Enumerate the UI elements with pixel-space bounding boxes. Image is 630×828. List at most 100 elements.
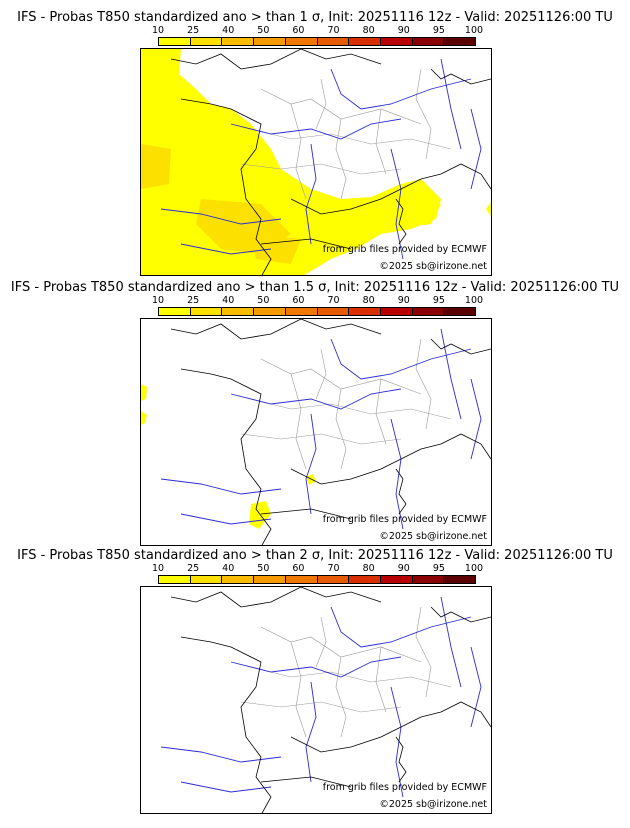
prob-area-low-2 (141, 411, 147, 425)
panel-title: IFS - Probas T850 standardized ano > tha… (10, 280, 620, 295)
colorscale-tick-label: 60 (292, 25, 305, 36)
colorscale-swatch (285, 38, 318, 45)
colorscale-tick-label: 25 (187, 295, 200, 306)
credit-copyright: ©2025 sb@irizone.net (379, 261, 487, 272)
colorscale-swatch (254, 38, 286, 45)
colorscale-tick-label: 95 (432, 563, 445, 574)
rivers (160, 328, 482, 530)
panel-title: IFS - Probas T850 standardized ano > tha… (17, 548, 613, 563)
colorscale-swatch (317, 38, 350, 45)
map-area: from grib files provided by ECMWF ©2025 … (140, 318, 492, 546)
colorscale-swatch (444, 38, 476, 45)
map-area: from grib files provided by ECMWF ©2025 … (140, 48, 492, 276)
coastlines (170, 49, 491, 275)
colorscale-tick-label: 70 (327, 563, 340, 574)
colorscale-swatch (190, 308, 223, 315)
colorscale-swatch (380, 308, 413, 315)
probability-colorscale: 10 25 40 50 60 70 80 90 95 100 (151, 295, 483, 316)
colorscale-bar (158, 37, 476, 46)
colorscale-swatch (444, 308, 476, 315)
colorscale-tick-label: 25 (187, 25, 200, 36)
colorscale-tick-label: 95 (432, 25, 445, 36)
colorscale-tick-label: 50 (257, 25, 270, 36)
colorscale-tick-label: 70 (327, 25, 340, 36)
colorscale-tick-label: 100 (464, 295, 484, 306)
colorscale-swatch (412, 38, 445, 45)
colorscale-swatch (349, 308, 381, 315)
colorscale-tick-label: 10 (151, 563, 165, 574)
prob-area-low-4 (306, 474, 316, 485)
probability-shading (141, 384, 316, 529)
map-area: from grib files provided by ECMWF ©2025 … (140, 586, 492, 814)
credit-grib: from grib files provided by ECMWF (322, 514, 487, 525)
colorscale-tick-label: 10 (151, 295, 165, 306)
colorscale-swatch (349, 576, 381, 583)
panel-title: IFS - Probas T850 standardized ano > tha… (17, 10, 613, 25)
colorscale-tick-label: 50 (257, 295, 270, 306)
region-boundaries (240, 338, 452, 470)
colorscale-swatch (380, 576, 413, 583)
colorscale-swatch (159, 576, 191, 583)
probability-map (160, 587, 491, 813)
colorscale-tick-label: 90 (397, 563, 410, 574)
colorscale-swatch (412, 576, 445, 583)
colorscale-swatch (254, 308, 286, 315)
colorscale-tick-label: 70 (327, 295, 340, 306)
colorscale-swatch (222, 576, 255, 583)
probability-shading (141, 49, 491, 275)
credit-grib: from grib files provided by ECMWF (322, 244, 487, 255)
credit-copyright: ©2025 sb@irizone.net (379, 799, 487, 810)
colorscale-tick-label: 60 (292, 295, 305, 306)
colorscale-swatch (380, 38, 413, 45)
colorscale-tick-label: 80 (362, 25, 375, 36)
colorscale-swatch (285, 308, 318, 315)
colorscale-tick-label: 10 (151, 25, 165, 36)
prob-area-low-edge (486, 201, 491, 217)
probability-map (141, 319, 491, 545)
colorscale-tick-label: 100 (464, 25, 484, 36)
prob-area-low-east (401, 204, 441, 227)
colorscale-swatch (317, 576, 350, 583)
colorscale-swatch (222, 308, 255, 315)
credit-grib: from grib files provided by ECMWF (322, 782, 487, 793)
colorscale-swatch (159, 38, 191, 45)
colorscale-bar (158, 307, 476, 316)
probability-colorscale: 10 25 40 50 60 70 80 90 95 100 (151, 563, 483, 584)
coastlines (170, 319, 491, 545)
rivers (160, 596, 482, 798)
colorscale-tick-label: 50 (257, 563, 270, 574)
prob-area-mid (141, 144, 171, 189)
credit-copyright: ©2025 sb@irizone.net (379, 531, 487, 542)
prob-area-low (141, 384, 147, 401)
map-panel-1-5sigma: IFS - Probas T850 standardized ano > tha… (0, 280, 630, 548)
probability-map (141, 49, 491, 275)
coastlines (170, 587, 491, 813)
colorscale-swatch (222, 38, 255, 45)
colorscale-bar (158, 575, 476, 584)
colorscale-swatch (190, 38, 223, 45)
probability-colorscale: 10 25 40 50 60 70 80 90 95 100 (151, 25, 483, 46)
colorscale-tick-label: 25 (187, 563, 200, 574)
colorscale-tick-label: 80 (362, 295, 375, 306)
colorscale-swatch (190, 576, 223, 583)
colorscale-swatch (159, 308, 191, 315)
colorscale-tick-label: 95 (432, 295, 445, 306)
rivers (160, 58, 482, 260)
colorscale-swatch (412, 308, 445, 315)
colorscale-swatch (444, 576, 476, 583)
region-boundaries (240, 606, 452, 738)
colorscale-swatch (285, 576, 318, 583)
colorscale-tick-label: 100 (464, 563, 484, 574)
colorscale-tick-label: 40 (222, 25, 235, 36)
colorscale-tick-label: 90 (397, 295, 410, 306)
map-panel-1sigma: IFS - Probas T850 standardized ano > tha… (0, 10, 630, 278)
colorscale-swatch (254, 576, 286, 583)
colorscale-tick-label: 60 (292, 563, 305, 574)
colorscale-tick-label: 90 (397, 25, 410, 36)
colorscale-swatch (317, 308, 350, 315)
colorscale-tick-label: 40 (222, 563, 235, 574)
region-boundaries (240, 68, 452, 200)
colorscale-swatch (349, 38, 381, 45)
map-panel-2sigma: IFS - Probas T850 standardized ano > tha… (0, 548, 630, 816)
colorscale-tick-label: 80 (362, 563, 375, 574)
